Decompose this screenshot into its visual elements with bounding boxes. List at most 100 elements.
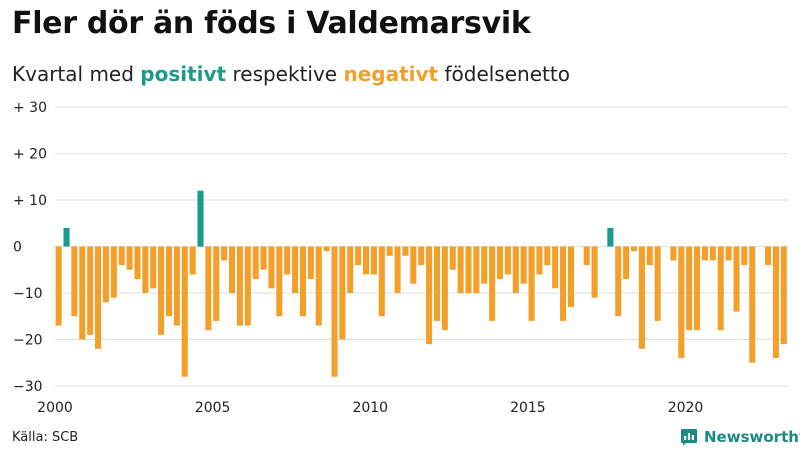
chart-title: Fler dör än föds i Valdemarsvik <box>12 6 531 41</box>
bar <box>717 246 724 331</box>
bar <box>772 246 779 359</box>
bar <box>292 246 299 293</box>
bar <box>165 246 173 317</box>
bar <box>150 246 157 289</box>
bar <box>591 246 598 298</box>
subtitle-prefix: Kvartal med <box>12 62 141 86</box>
bar <box>528 246 535 321</box>
brand-logo[interactable]: Newsworthy <box>680 426 800 448</box>
bar <box>126 246 133 270</box>
bar <box>394 246 401 293</box>
bar <box>197 190 204 247</box>
bar <box>189 246 196 275</box>
y-tick-label: + 30 <box>13 100 47 116</box>
bar <box>441 246 448 331</box>
bar <box>544 246 551 266</box>
bar <box>362 246 370 275</box>
bar-chart: −30 −20 −10 0 + 10 + 20 + 30 2000 2005 2010 2015 20… <box>13 100 788 416</box>
bar <box>457 246 464 293</box>
bar <box>418 246 425 266</box>
source-label: Källa: SCB <box>12 430 79 445</box>
bar <box>173 246 180 326</box>
bar <box>268 246 275 289</box>
bar <box>142 246 149 293</box>
bar <box>449 246 456 270</box>
y-tick-label: −30 <box>13 379 43 395</box>
bar <box>512 246 519 293</box>
bar <box>504 246 511 275</box>
y-tick-label: −20 <box>13 333 43 349</box>
bar-chart-icon <box>681 429 697 446</box>
bar <box>355 246 362 266</box>
x-tick-label: 2015 <box>510 400 546 416</box>
bar <box>465 246 472 293</box>
bar <box>331 246 338 377</box>
bar <box>228 246 236 293</box>
bar <box>764 246 772 266</box>
bar <box>780 246 787 345</box>
bar <box>410 246 417 284</box>
bar <box>386 246 393 256</box>
bar <box>536 246 543 275</box>
bar <box>583 246 590 266</box>
bar <box>236 246 243 326</box>
bar <box>749 246 756 363</box>
bar <box>134 246 141 280</box>
bar <box>678 246 685 359</box>
bar <box>701 246 708 261</box>
x-tick-label: 2020 <box>668 400 704 416</box>
bar <box>741 246 748 266</box>
bar <box>496 246 504 280</box>
y-tick-label: 0 <box>13 240 22 256</box>
bar <box>118 246 125 266</box>
x-tick-label: 2005 <box>195 400 231 416</box>
bar <box>252 246 259 280</box>
bar <box>567 246 574 307</box>
y-tick-label: + 20 <box>13 147 47 163</box>
bar <box>378 246 385 317</box>
bar <box>347 246 354 293</box>
bar <box>520 246 527 284</box>
bar <box>95 246 102 349</box>
bar <box>670 246 677 261</box>
bar <box>102 246 109 303</box>
bar <box>733 246 740 312</box>
bar <box>433 246 441 321</box>
bar <box>552 246 559 289</box>
bar <box>638 246 645 349</box>
y-tick-label: + 10 <box>13 193 47 209</box>
bar <box>87 246 94 335</box>
bar <box>323 246 330 252</box>
bar <box>607 227 614 247</box>
subtitle-middle: respektive <box>226 62 344 86</box>
brand-name: Newsworthy <box>704 428 800 446</box>
bar <box>63 227 70 247</box>
x-tick-label: 2000 <box>37 400 73 416</box>
y-tick-label: −10 <box>13 286 43 302</box>
bar <box>260 246 267 270</box>
bar <box>276 246 283 317</box>
bar <box>615 246 622 317</box>
axis-layer: −30 −20 −10 0 + 10 + 20 + 30 2000 2005 2010 2015 20… <box>13 100 703 416</box>
bar <box>481 246 488 284</box>
bar <box>686 246 693 331</box>
bar <box>489 246 496 321</box>
bar <box>221 246 228 261</box>
bar <box>630 246 638 252</box>
bar <box>307 246 314 280</box>
bar <box>299 246 307 317</box>
bar <box>213 246 220 321</box>
bar <box>560 246 567 321</box>
bar <box>426 246 433 345</box>
bar <box>244 246 251 326</box>
bar <box>284 246 291 275</box>
subtitle-positive-word: positivt <box>140 62 227 86</box>
bar <box>623 246 630 280</box>
bar <box>181 246 188 377</box>
bar <box>205 246 212 331</box>
bar <box>339 246 346 340</box>
bar <box>694 246 701 331</box>
bar <box>71 246 78 317</box>
bar <box>110 246 117 298</box>
bar <box>370 246 377 275</box>
